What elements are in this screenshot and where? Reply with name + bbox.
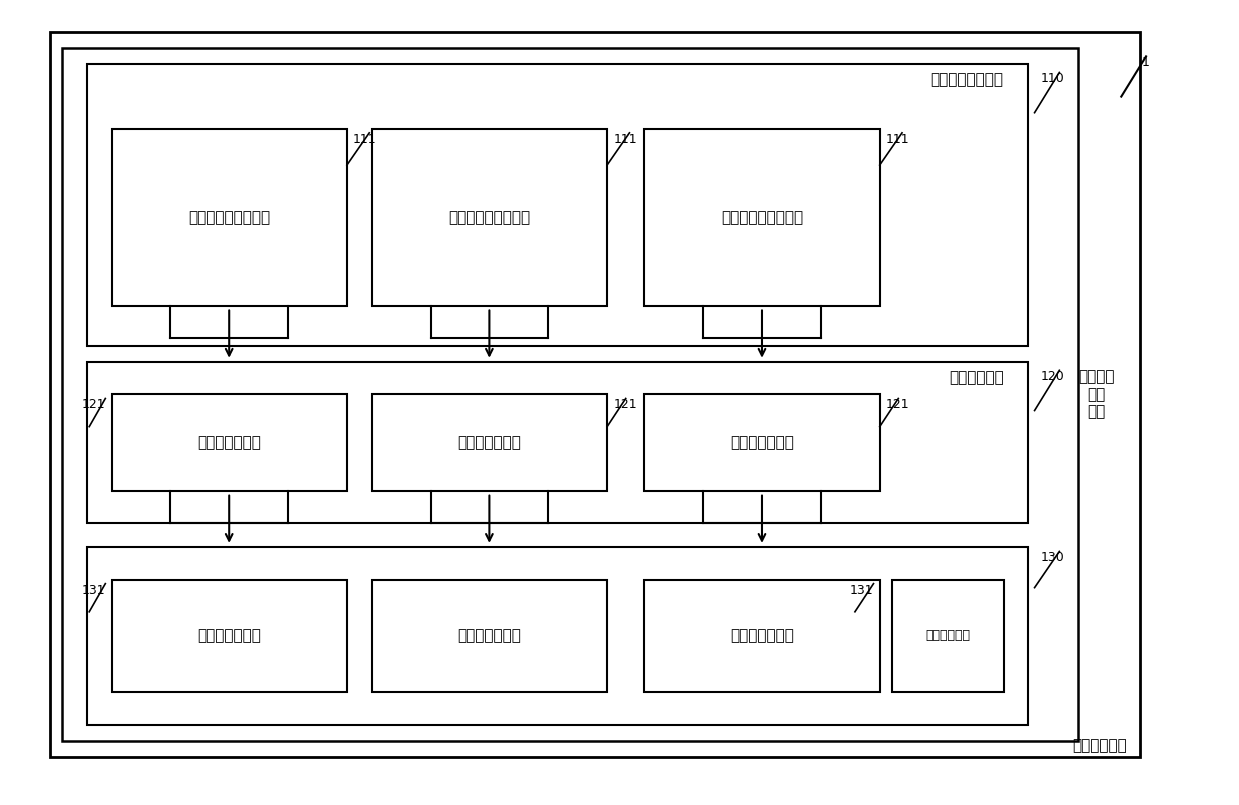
FancyBboxPatch shape (372, 129, 607, 306)
Text: 输出信号单元: 输出信号单元 (926, 630, 970, 642)
FancyBboxPatch shape (644, 394, 880, 491)
Text: 111: 111 (613, 133, 637, 146)
FancyBboxPatch shape (87, 362, 1028, 523)
Text: 道岔控制系统: 道岔控制系统 (1073, 737, 1127, 753)
Text: 111: 111 (886, 133, 909, 146)
FancyBboxPatch shape (372, 394, 607, 491)
FancyBboxPatch shape (112, 394, 347, 491)
Text: 1: 1 (1142, 56, 1150, 69)
Text: 输入信号采集子单元: 输入信号采集子单元 (449, 210, 530, 225)
Text: 输出信号子单元: 输出信号子单元 (197, 629, 261, 643)
FancyBboxPatch shape (372, 580, 607, 692)
FancyBboxPatch shape (112, 580, 347, 692)
Text: 120: 120 (1041, 370, 1064, 383)
Text: 输入信号采集单元: 输入信号采集单元 (930, 72, 1004, 88)
FancyBboxPatch shape (644, 129, 880, 306)
FancyBboxPatch shape (644, 580, 880, 692)
FancyBboxPatch shape (112, 129, 347, 306)
Text: 111: 111 (353, 133, 377, 146)
FancyBboxPatch shape (87, 64, 1028, 346)
Text: 131: 131 (850, 584, 873, 597)
Text: 逻辑控制子单元: 逻辑控制子单元 (730, 436, 794, 450)
Text: 121: 121 (886, 398, 909, 411)
Text: 输出信号子单元: 输出信号子单元 (730, 629, 794, 643)
Text: 道岔逻辑
控制
模块: 道岔逻辑 控制 模块 (1078, 369, 1115, 419)
FancyBboxPatch shape (87, 547, 1028, 724)
Text: 输出信号子单元: 输出信号子单元 (457, 629, 522, 643)
Text: 输入信号采集子单元: 输入信号采集子单元 (721, 210, 803, 225)
Text: 121: 121 (82, 398, 105, 411)
Text: 131: 131 (82, 584, 105, 597)
FancyBboxPatch shape (62, 48, 1078, 741)
Text: 130: 130 (1041, 551, 1064, 564)
Text: 110: 110 (1041, 72, 1064, 85)
Text: 逻辑控制子单元: 逻辑控制子单元 (197, 436, 261, 450)
FancyBboxPatch shape (892, 580, 1004, 692)
Text: 逻辑控制单元: 逻辑控制单元 (949, 370, 1004, 386)
Text: 逻辑控制子单元: 逻辑控制子单元 (457, 436, 522, 450)
Text: 121: 121 (613, 398, 637, 411)
FancyBboxPatch shape (50, 32, 1140, 757)
Text: 输入信号采集子单元: 输入信号采集子单元 (188, 210, 270, 225)
